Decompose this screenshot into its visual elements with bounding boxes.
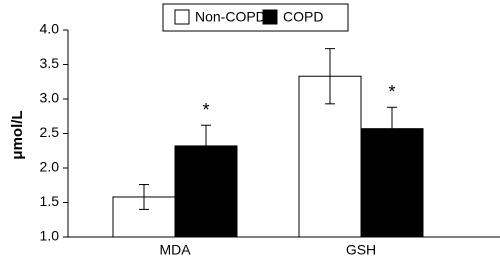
legend-swatch xyxy=(262,9,278,25)
error-bar xyxy=(139,184,149,210)
y-axis-label: μmol/L xyxy=(9,110,26,159)
annotation: * xyxy=(202,100,209,120)
error-bar xyxy=(387,106,397,151)
legend-label: COPD xyxy=(283,9,323,25)
y-tick-label: 3.0 xyxy=(40,90,60,106)
x-tick-label: MDA xyxy=(159,242,191,258)
y-tick-label: 2.0 xyxy=(40,159,60,175)
y-tick-label: 2.5 xyxy=(40,124,60,140)
y-tick-label: 1.5 xyxy=(40,193,60,209)
y-tick-label: 4.0 xyxy=(40,21,60,37)
y-tick-label: 1.0 xyxy=(40,228,60,244)
y-tick-label: 3.5 xyxy=(40,55,60,71)
error-bar xyxy=(201,124,211,168)
x-tick-label: GSH xyxy=(346,242,376,258)
legend-box xyxy=(162,3,349,32)
legend-label: Non-COPD xyxy=(195,9,266,25)
annotation: * xyxy=(388,82,395,102)
legend-swatch xyxy=(174,9,190,25)
error-bar xyxy=(325,48,335,105)
